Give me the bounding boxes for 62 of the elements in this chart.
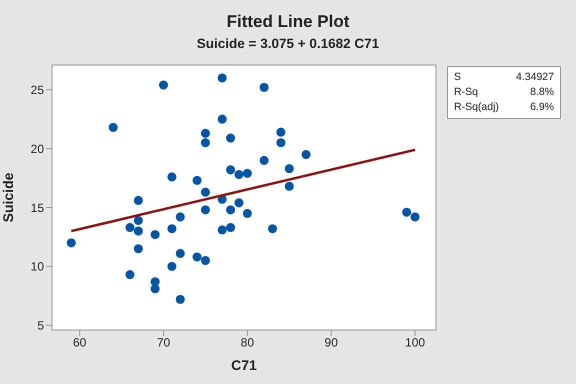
point [192,176,202,185]
point [134,196,143,205]
point [134,216,143,225]
text: S 4.34927 [454,71,554,83]
point [150,230,160,240]
point [226,205,236,214]
y-axis-title: Suicide [0,172,16,222]
point [226,165,236,174]
point [200,128,210,138]
y-tick-label: 10 [30,260,44,274]
x-tick-label: 70 [156,336,171,350]
x-axis-title: C71 [231,357,258,373]
point [234,170,244,180]
x-tick-label: 60 [72,336,87,350]
point [176,294,185,304]
y-tick-label: 5 [37,318,44,333]
point [260,82,269,92]
point [176,212,185,222]
point [158,80,168,90]
point [242,208,252,218]
point [242,168,252,178]
point [167,224,176,234]
point [134,244,143,254]
point [108,122,118,132]
point [302,150,311,160]
y-tick-label: 25 [30,82,44,97]
point [200,205,210,214]
point [276,138,286,148]
point [260,156,269,165]
y-tick-label: 20 [30,142,44,156]
chart-title: Fitted Line Plot [226,12,350,32]
point [218,114,227,124]
point [200,256,210,266]
chart-subtitle: Suicide = 3.075 + 0.1682 C71 [196,36,380,51]
point [276,128,286,137]
point [125,223,134,232]
text: R-Sq 8.8% [454,86,554,98]
y-tick-label: 15 [30,200,44,215]
point [125,270,134,280]
point [150,284,160,294]
point [200,138,210,148]
point [226,223,236,232]
point [218,73,227,82]
point [284,164,294,174]
point [234,198,244,208]
point [402,208,412,217]
point [200,188,210,197]
point [192,252,202,262]
point [176,248,185,258]
text: R-Sq(adj) 6.9% [454,101,554,113]
point [284,182,294,191]
point [134,226,143,236]
point [410,212,420,222]
point [66,238,76,248]
point [167,262,176,271]
point [226,134,236,143]
x-tick-label: 90 [324,336,338,350]
x-tick-label: 80 [240,336,254,350]
point [268,224,278,234]
point [218,225,227,234]
point [167,172,176,182]
x-tick-label: 100 [405,336,426,350]
